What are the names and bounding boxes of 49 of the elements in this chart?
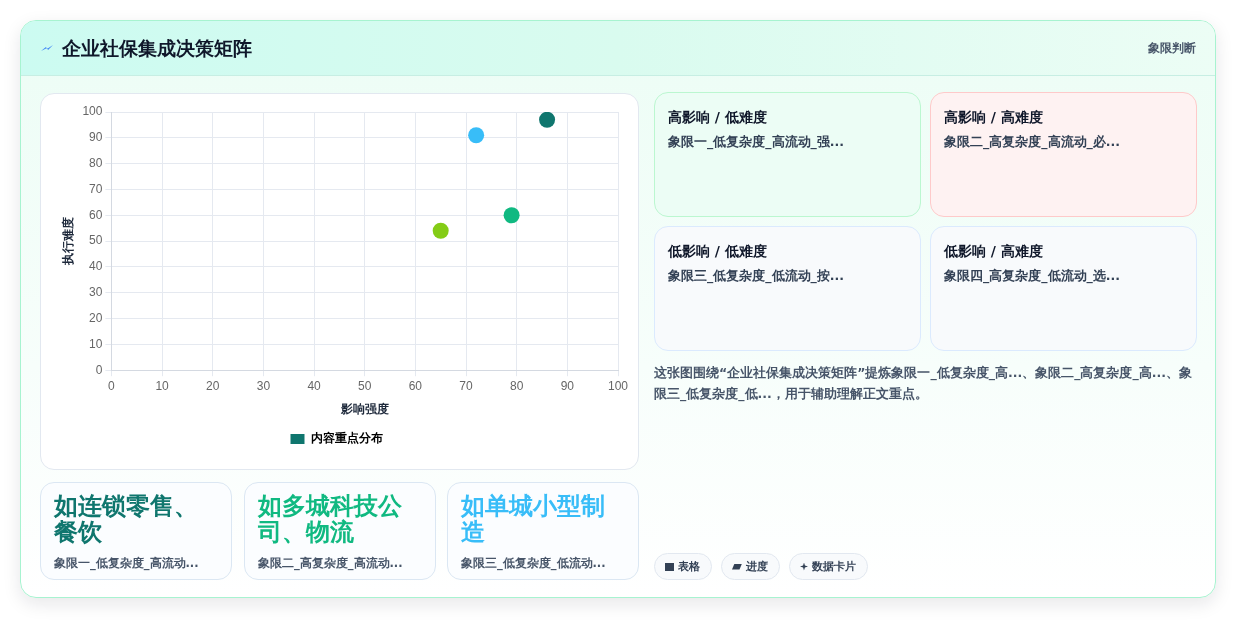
point <box>468 127 485 144</box>
text: 象限四_高复杂度_低流动_选... <box>944 267 1121 285</box>
x-tick-label: 100 <box>607 378 629 393</box>
text: 如多城科技公司、物流 <box>258 492 403 546</box>
point <box>432 222 449 239</box>
text: 数据卡片 <box>812 559 856 574</box>
text: 象限一_低复杂度_高流动_强... <box>668 133 845 151</box>
y-tick-label: 50 <box>89 233 103 248</box>
text: 如连锁零售、餐饮 <box>54 492 199 546</box>
text: 低影响 / 低难度 <box>668 242 768 261</box>
x-tick-label: 40 <box>307 378 322 393</box>
x-axis-title: 影响强度 <box>339 402 389 417</box>
text: 象限三_低复杂度_低流动... <box>461 555 607 571</box>
text: 高影响 / 高难度 <box>944 108 1044 127</box>
text: 象限一_低复杂度_高流动... <box>54 555 200 571</box>
y-tick-label: 30 <box>89 285 103 300</box>
text: 象限二_高复杂度_高流动_必... <box>944 133 1121 151</box>
y-tick-label: 10 <box>89 336 103 351</box>
y-tick-label: 60 <box>89 207 103 222</box>
y-tick-label: 80 <box>89 155 103 170</box>
text: 如单城小型制造 <box>461 492 606 546</box>
text: 这张图围绕“企业社保集成决策矩阵”提炼象限一_低复杂度_高...、象限二_高复杂度_高...、象限三_低复杂度_低...，用于辅助理解正文重点。 <box>654 364 1193 404</box>
y-tick-label: 90 <box>89 130 103 145</box>
y-axis-title: 执行难度 <box>60 217 75 267</box>
y-tick-label: 20 <box>89 310 103 325</box>
x-tick-label: 90 <box>560 378 575 393</box>
x-tick-label: 10 <box>155 378 170 393</box>
y-tick-label: 40 <box>89 259 103 274</box>
text: 进度 <box>746 559 768 574</box>
point <box>539 112 556 128</box>
text: 象限二_高复杂度_高流动... <box>258 555 404 571</box>
y-tick-label: 70 <box>89 181 103 196</box>
x-tick-label: 50 <box>358 378 372 393</box>
legend-label: 内容重点分布 <box>310 431 383 446</box>
x-tick-label: 70 <box>459 378 474 393</box>
text: 低影响 / 高难度 <box>944 242 1044 261</box>
x-tick-label: 0 <box>108 378 116 393</box>
text: 高影响 / 低难度 <box>668 108 768 127</box>
x-tick-label: 80 <box>510 378 524 393</box>
text: 企业社保集成决策矩阵 <box>62 36 252 60</box>
text: 表格 <box>678 559 700 574</box>
x-tick-label: 30 <box>256 378 271 393</box>
x-tick-label: 20 <box>206 378 220 393</box>
text: 象限三_低复杂度_低流动_按... <box>668 267 845 285</box>
point <box>503 207 520 224</box>
text: 象限判断 <box>1148 40 1196 56</box>
y-tick-label: 0 <box>95 362 103 377</box>
x-tick-label: 60 <box>408 378 423 393</box>
y-tick-label: 100 <box>82 104 103 119</box>
